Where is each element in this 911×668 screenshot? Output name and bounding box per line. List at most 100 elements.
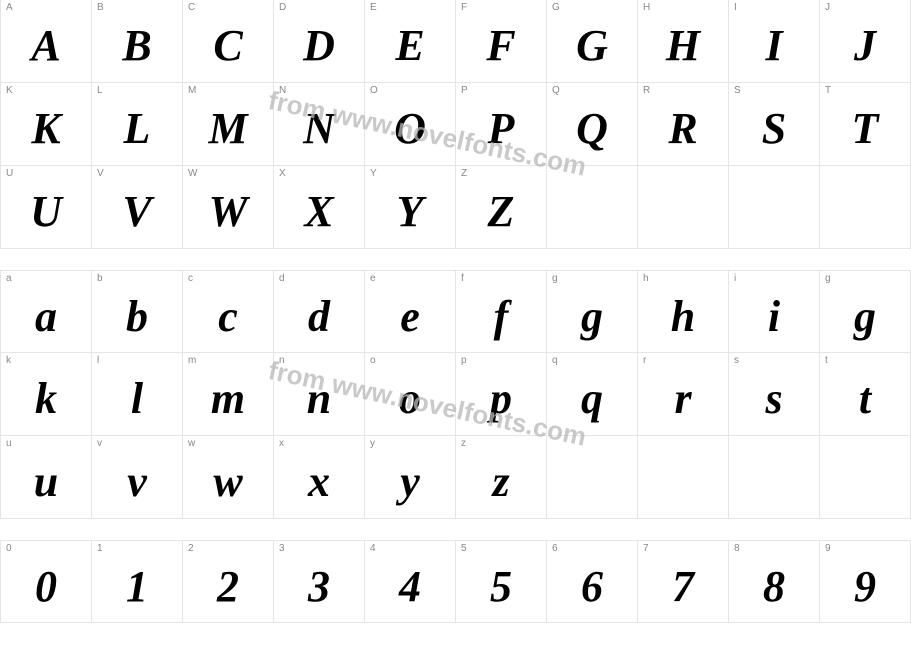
cell-label: 5 [456, 541, 546, 557]
cell-label: k [1, 353, 91, 369]
cell-label: D [274, 0, 364, 16]
glyph-cell-D: D D [274, 0, 365, 82]
cell-glyph: m [183, 369, 273, 435]
cell-label: U [1, 166, 91, 182]
glyph-cell-z: z z [456, 436, 547, 518]
cell-glyph: w [183, 452, 273, 518]
cell-glyph: p [456, 369, 546, 435]
glyph-cell-X: X X [274, 166, 365, 248]
glyph-cell-Y: Y Y [365, 166, 456, 248]
cell-glyph: e [365, 287, 455, 352]
glyph-cell-r: r r [638, 353, 729, 435]
glyph-cell-g2: g g [820, 271, 911, 352]
glyph-cell-p: p p [456, 353, 547, 435]
cell-glyph: f [456, 287, 546, 352]
glyph-cell-7: 7 7 [638, 541, 729, 622]
cell-glyph [547, 182, 637, 248]
cell-glyph: l [92, 369, 182, 435]
glyph-cell-R: R R [638, 83, 729, 165]
glyph-cell-t: t t [820, 353, 911, 435]
cell-glyph: D [274, 16, 364, 82]
cell-glyph: E [365, 16, 455, 82]
cell-label: v [92, 436, 182, 452]
cell-label: p [456, 353, 546, 369]
cell-glyph: V [92, 182, 182, 248]
table-row: u u v v w w x x y y z z [0, 436, 911, 519]
cell-label: c [183, 271, 273, 287]
cell-label [729, 166, 819, 182]
glyph-cell-C: C C [183, 0, 274, 82]
glyph-cell-F: F F [456, 0, 547, 82]
cell-label: n [274, 353, 364, 369]
glyph-cell-6: 6 6 [547, 541, 638, 622]
cell-label: 1 [92, 541, 182, 557]
glyph-cell-U: U U [0, 166, 92, 248]
cell-glyph: u [1, 452, 91, 518]
cell-glyph: b [92, 287, 182, 352]
cell-label: P [456, 83, 546, 99]
glyph-cell-empty [638, 436, 729, 518]
cell-label: 0 [1, 541, 91, 557]
glyph-cell-y: y y [365, 436, 456, 518]
cell-glyph: i [729, 287, 819, 352]
section-spacer [0, 249, 911, 270]
cell-glyph: c [183, 287, 273, 352]
cell-glyph: M [183, 99, 273, 165]
glyph-cell-s: s s [729, 353, 820, 435]
cell-label: g [820, 271, 910, 287]
glyph-cell-e: e e [365, 271, 456, 352]
cell-glyph: h [638, 287, 728, 352]
cell-glyph [729, 452, 819, 518]
cell-glyph: C [183, 16, 273, 82]
cell-glyph: 2 [183, 557, 273, 622]
cell-label: o [365, 353, 455, 369]
section-spacer [0, 519, 911, 540]
cell-glyph: 9 [820, 557, 910, 622]
cell-label: I [729, 0, 819, 16]
glyph-cell-empty [820, 436, 911, 518]
cell-glyph: 7 [638, 557, 728, 622]
cell-label: X [274, 166, 364, 182]
cell-label: y [365, 436, 455, 452]
cell-label [638, 166, 728, 182]
cell-glyph: z [456, 452, 546, 518]
cell-glyph: x [274, 452, 364, 518]
cell-glyph: Q [547, 99, 637, 165]
table-row: A A B B C C D D E E F F G G H H [0, 0, 911, 83]
cell-label: T [820, 83, 910, 99]
cell-glyph [638, 452, 728, 518]
font-specimen-chart: A A B B C C D D E E F F G G H H [0, 0, 911, 668]
cell-label: q [547, 353, 637, 369]
cell-label: N [274, 83, 364, 99]
cell-label: H [638, 0, 728, 16]
cell-label: C [183, 0, 273, 16]
cell-label: Z [456, 166, 546, 182]
cell-label: 4 [365, 541, 455, 557]
glyph-cell-W: W W [183, 166, 274, 248]
glyph-cell-q: q q [547, 353, 638, 435]
glyph-cell-O: O O [365, 83, 456, 165]
cell-label: K [1, 83, 91, 99]
glyph-cell-2: 2 2 [183, 541, 274, 622]
table-row: k k l l m m n n o o p p q q r r [0, 353, 911, 436]
cell-label: B [92, 0, 182, 16]
glyph-cell-V: V V [92, 166, 183, 248]
cell-glyph [547, 452, 637, 518]
table-row: 0 0 1 1 2 2 3 3 4 4 5 5 6 6 7 7 [0, 540, 911, 623]
cell-glyph [820, 182, 910, 248]
cell-glyph: J [820, 16, 910, 82]
cell-glyph: A [1, 16, 91, 82]
cell-glyph: r [638, 369, 728, 435]
table-row: U U V V W W X X Y Y Z Z [0, 166, 911, 249]
cell-label: 3 [274, 541, 364, 557]
glyph-cell-9: 9 9 [820, 541, 911, 622]
glyph-cell-x: x x [274, 436, 365, 518]
cell-label: Q [547, 83, 637, 99]
glyph-cell-S: S S [729, 83, 820, 165]
cell-glyph: F [456, 16, 546, 82]
cell-glyph: Z [456, 182, 546, 248]
cell-label: L [92, 83, 182, 99]
cell-glyph: g [820, 287, 910, 352]
cell-label: 2 [183, 541, 273, 557]
glyph-cell-i: i i [729, 271, 820, 352]
